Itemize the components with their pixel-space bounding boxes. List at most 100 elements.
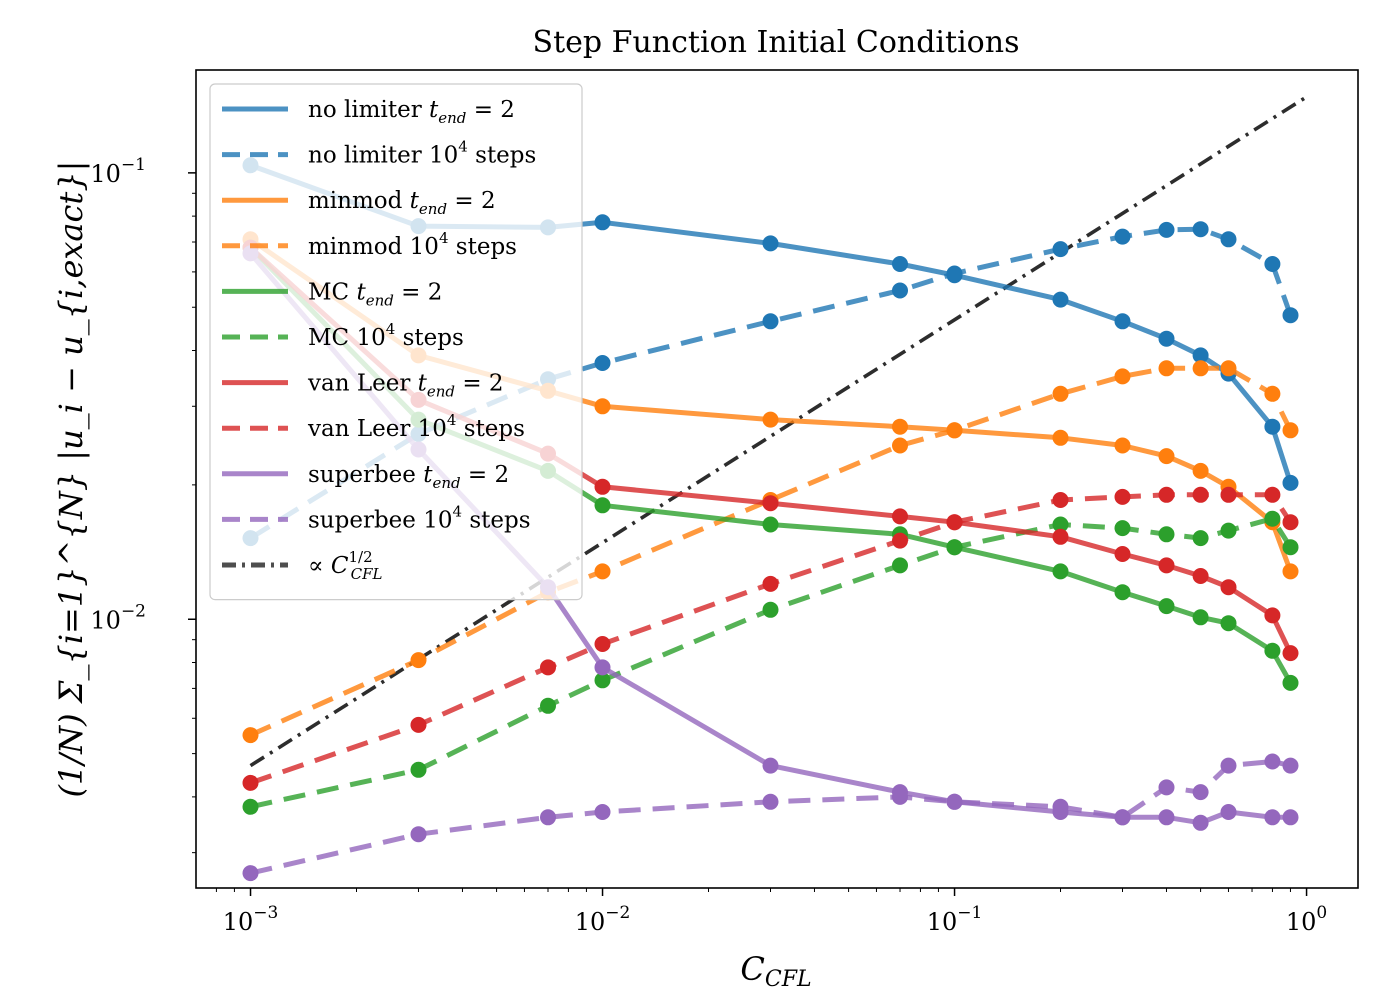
point-no-limiter-tend-3 xyxy=(594,214,611,231)
point-superbee-tend-10 xyxy=(1192,814,1209,831)
point-no-limiter-steps-10 xyxy=(1192,221,1209,238)
point-minmod-tend-3 xyxy=(594,398,611,415)
point-no-limiter-steps-8 xyxy=(1114,228,1131,245)
point-no-limiter-steps-3 xyxy=(594,355,611,371)
point-no-limiter-tend-13 xyxy=(1282,474,1299,491)
point-minmod-tend-8 xyxy=(1114,437,1131,454)
point-superbee-steps-1 xyxy=(410,826,427,843)
point-van-leer-tend-10 xyxy=(1192,568,1209,584)
legend-label-1: no limiter 104 steps xyxy=(308,138,536,169)
point-superbee-tend-3 xyxy=(594,659,611,676)
x-axis-label: CCFL xyxy=(740,950,811,992)
point-no-limiter-tend-4 xyxy=(762,235,779,252)
point-van-leer-tend-13 xyxy=(1282,645,1299,662)
point-minmod-steps-5 xyxy=(892,437,908,454)
point-no-limiter-tend-5 xyxy=(892,256,908,272)
point-minmod-steps-10 xyxy=(1192,360,1209,377)
point-van-leer-steps-4 xyxy=(762,575,779,592)
series-superbee-steps xyxy=(242,753,1299,882)
point-van-leer-tend-4 xyxy=(762,495,779,512)
point-superbee-steps-12 xyxy=(1264,753,1281,770)
point-mc-steps-4 xyxy=(762,601,779,618)
reference-line xyxy=(249,95,1308,768)
point-minmod-tend-5 xyxy=(892,418,908,435)
point-superbee-steps-9 xyxy=(1158,779,1175,796)
point-mc-steps-6 xyxy=(946,539,963,556)
point-no-limiter-steps-4 xyxy=(762,313,779,330)
legend-label-3: minmod 104 steps xyxy=(308,229,517,260)
point-van-leer-steps-7 xyxy=(1052,492,1069,508)
point-mc-tend-9 xyxy=(1158,598,1175,615)
legend-label-9: superbee 104 steps xyxy=(308,502,531,533)
point-mc-tend-7 xyxy=(1052,563,1069,580)
point-van-leer-steps-8 xyxy=(1114,488,1131,505)
point-van-leer-tend-5 xyxy=(892,508,908,525)
series-van-leer-steps xyxy=(242,486,1299,791)
point-mc-tend-10 xyxy=(1192,609,1209,626)
series-line-minmod-steps xyxy=(249,365,1293,738)
point-mc-tend-3 xyxy=(594,497,611,514)
legend-label-0: no limiter tend = 2 xyxy=(308,97,515,127)
point-no-limiter-steps-11 xyxy=(1220,231,1237,248)
point-mc-steps-13 xyxy=(1282,539,1299,556)
point-van-leer-tend-7 xyxy=(1052,528,1069,545)
legend-box xyxy=(209,83,583,601)
point-superbee-tend-12 xyxy=(1264,809,1281,826)
point-superbee-steps-8 xyxy=(1114,809,1131,826)
point-no-limiter-tend-10 xyxy=(1192,347,1209,364)
point-van-leer-tend-3 xyxy=(594,478,611,495)
point-van-leer-tend-12 xyxy=(1264,607,1281,624)
point-superbee-steps-7 xyxy=(1052,798,1069,815)
point-no-limiter-steps-5 xyxy=(892,282,908,299)
point-no-limiter-tend-8 xyxy=(1114,313,1131,330)
point-no-limiter-tend-12 xyxy=(1264,418,1281,435)
point-mc-steps-2 xyxy=(540,697,556,714)
legend-label-6: van Leer tend = 2 xyxy=(307,371,504,401)
point-van-leer-steps-1 xyxy=(410,716,427,733)
point-no-limiter-steps-12 xyxy=(1264,256,1281,272)
point-superbee-steps-6 xyxy=(946,793,963,810)
point-van-leer-steps-0 xyxy=(242,774,259,791)
point-superbee-steps-5 xyxy=(892,788,908,805)
point-minmod-steps-12 xyxy=(1264,385,1281,402)
point-superbee-tend-4 xyxy=(762,757,779,774)
legend-label-5: MC 104 steps xyxy=(308,320,464,351)
x-tick-label-1: 10−2 xyxy=(575,903,631,936)
point-mc-steps-1 xyxy=(410,761,427,778)
point-superbee-tend-9 xyxy=(1158,809,1175,826)
point-minmod-tend-10 xyxy=(1192,462,1209,479)
point-superbee-steps-13 xyxy=(1282,757,1299,774)
point-mc-steps-9 xyxy=(1158,526,1175,543)
point-van-leer-tend-11 xyxy=(1220,579,1237,596)
point-minmod-steps-7 xyxy=(1052,385,1069,402)
x-tick-label-3: 100 xyxy=(1286,903,1327,936)
y-tick-label-1: 10−1 xyxy=(90,155,146,188)
chart-title: Step Function Initial Conditions xyxy=(533,25,1020,60)
series-mc-steps xyxy=(242,510,1299,815)
point-superbee-tend-11 xyxy=(1220,804,1237,820)
point-mc-steps-8 xyxy=(1114,520,1131,537)
point-mc-tend-8 xyxy=(1114,584,1131,601)
legend-label-2: minmod tend = 2 xyxy=(308,188,496,218)
point-mc-steps-3 xyxy=(594,672,611,689)
point-superbee-steps-11 xyxy=(1220,757,1237,774)
axis-ticks: 10−3 10−2 10−1 100 10−2 10−1 xyxy=(90,155,1327,936)
point-minmod-tend-9 xyxy=(1158,448,1175,465)
reference-line-layer xyxy=(249,95,1308,768)
point-van-leer-steps-11 xyxy=(1220,486,1237,503)
point-van-leer-steps-5 xyxy=(892,532,908,549)
point-van-leer-steps-6 xyxy=(946,514,963,531)
point-superbee-steps-3 xyxy=(594,804,611,820)
point-mc-steps-0 xyxy=(242,798,259,815)
point-no-limiter-steps-7 xyxy=(1052,241,1069,258)
point-van-leer-steps-10 xyxy=(1192,486,1209,503)
x-tick-label-0: 10−3 xyxy=(223,903,279,936)
point-mc-steps-10 xyxy=(1192,530,1209,547)
point-mc-tend-12 xyxy=(1264,642,1281,659)
point-no-limiter-steps-9 xyxy=(1158,221,1175,238)
point-mc-steps-7 xyxy=(1052,516,1069,533)
series-layer xyxy=(242,157,1299,882)
point-minmod-steps-13 xyxy=(1282,422,1299,439)
point-no-limiter-tend-7 xyxy=(1052,291,1069,308)
